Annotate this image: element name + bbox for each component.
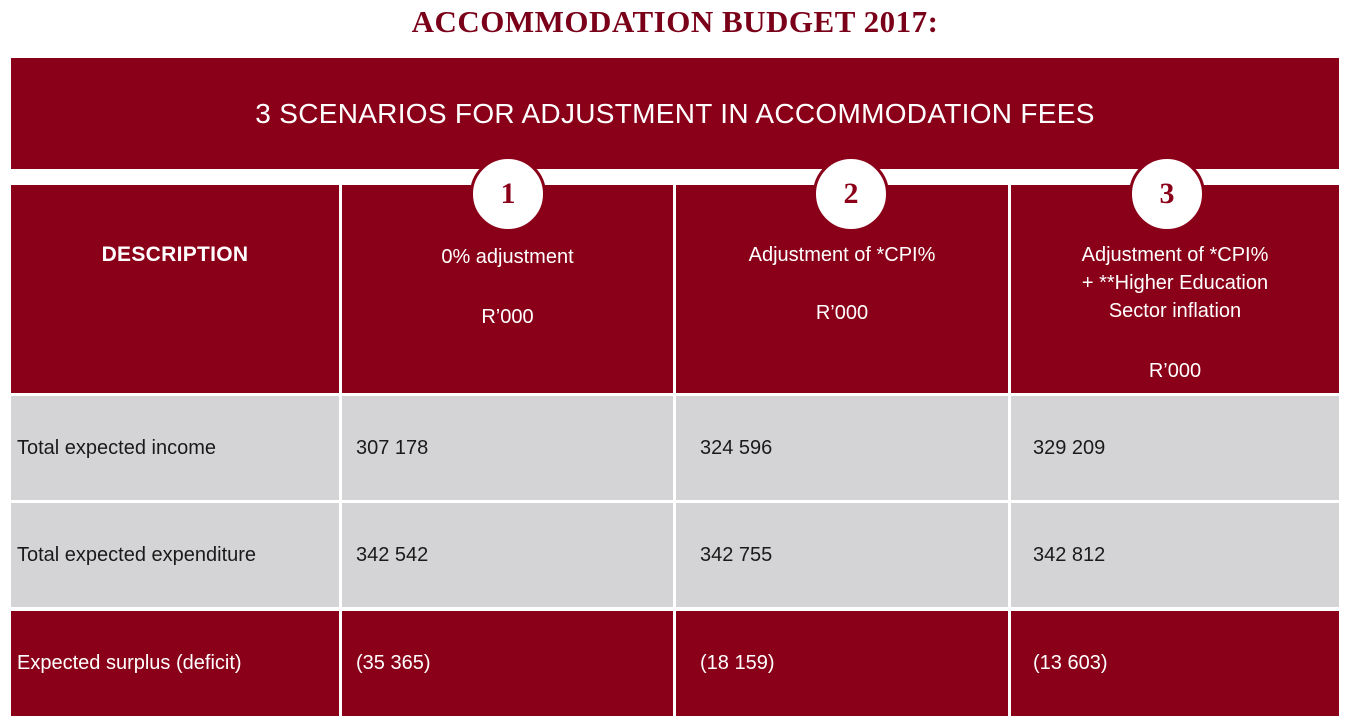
description-header: DESCRIPTION — [101, 243, 249, 266]
scenario-3-badge: 3 — [1129, 156, 1205, 232]
expenditure-scenario-3: 342 812 — [1033, 543, 1106, 566]
table-cell: 324 596 — [676, 396, 1008, 500]
page-title: ACCOMMODATION BUDGET 2017: — [411, 4, 939, 39]
surplus-label: Expected surplus (deficit) — [17, 652, 242, 674]
table-row-label: Expected surplus (deficit) — [11, 611, 339, 716]
header-description-cell: DESCRIPTION — [11, 185, 339, 393]
income-scenario-1: 307 178 — [356, 436, 429, 459]
income-label: Total expected income — [17, 436, 217, 459]
scenario-1-unit: R’000 — [481, 306, 534, 328]
table-cell: (18 159) — [676, 611, 1008, 716]
scenario-3-title-line-1: Adjustment of *CPI% — [1081, 244, 1269, 266]
table-row-label: Total expected expenditure — [11, 503, 339, 607]
scenario-3-title-line-2: + **Higher Education — [1081, 272, 1269, 294]
scenario-2-title: Adjustment of *CPI% — [748, 244, 936, 266]
banner-text: 3 SCENARIOS FOR ADJUSTMENT IN ACCOMMODAT… — [255, 97, 1095, 129]
expenditure-label: Total expected expenditure — [17, 543, 257, 566]
table-cell: 342 542 — [342, 503, 673, 607]
table-row-label: Total expected income — [11, 396, 339, 500]
scenarios-banner: 3 SCENARIOS FOR ADJUSTMENT IN ACCOMMODAT… — [11, 58, 1339, 169]
table-cell: (35 365) — [342, 611, 673, 716]
surplus-scenario-1: (35 365) — [356, 652, 431, 674]
scenario-1-title: 0% adjustment — [441, 246, 574, 268]
income-scenario-2: 324 596 — [700, 436, 773, 459]
table-cell: 342 812 — [1011, 503, 1339, 607]
scenario-3-title-line-3: Sector inflation — [1108, 300, 1242, 322]
expenditure-scenario-2: 342 755 — [700, 543, 773, 566]
surplus-scenario-2: (18 159) — [700, 652, 775, 674]
income-scenario-3: 329 209 — [1033, 436, 1106, 459]
expenditure-scenario-1: 342 542 — [356, 543, 429, 566]
scenario-3-unit: R’000 — [1148, 360, 1202, 382]
table-cell: (13 603) — [1011, 611, 1339, 716]
header-scenario-2-cell: Adjustment of *CPI% R’000 — [676, 185, 1008, 393]
table-cell: 342 755 — [676, 503, 1008, 607]
scenario-2-unit: R’000 — [815, 302, 869, 324]
scenario-2-badge: 2 — [813, 156, 889, 232]
scenario-3-title: Adjustment of *CPI% + **Higher Education… — [1011, 241, 1339, 325]
table-cell: 307 178 — [342, 396, 673, 500]
surplus-scenario-3: (13 603) — [1033, 652, 1108, 674]
table-cell: 329 209 — [1011, 396, 1339, 500]
scenario-1-badge: 1 — [470, 156, 546, 232]
